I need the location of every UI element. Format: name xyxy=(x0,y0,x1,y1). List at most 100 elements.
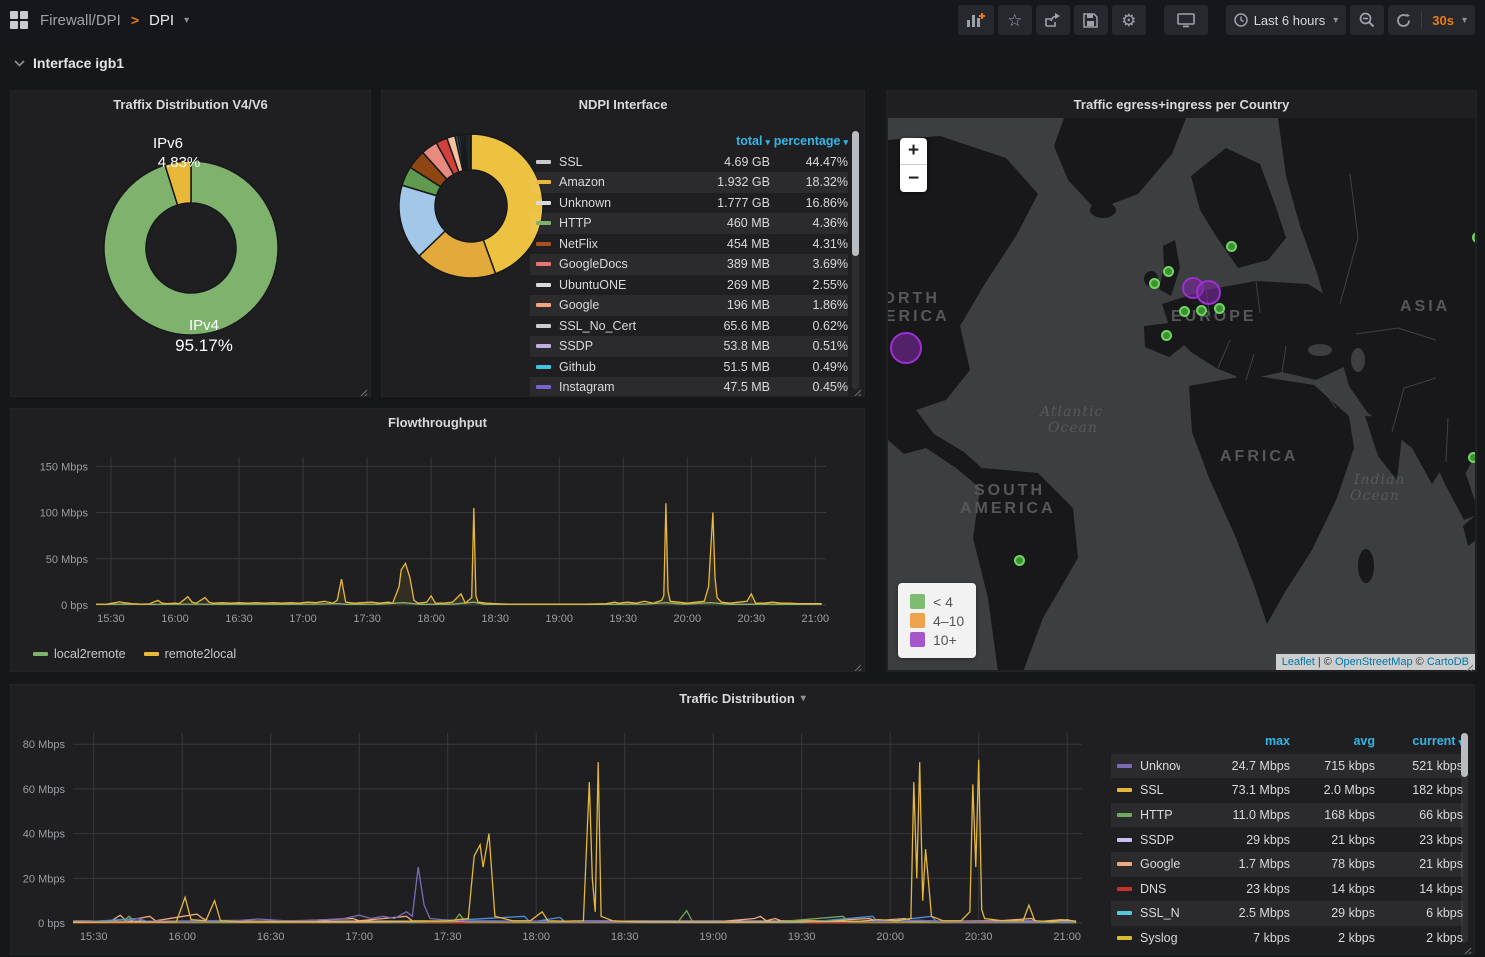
breadcrumb-folder[interactable]: Firewall/DPI xyxy=(40,11,121,29)
table-row-Instagram[interactable]: Instagram 47.5 MB 0.45% xyxy=(530,377,848,396)
legend-swatch xyxy=(910,613,925,628)
attribution-link[interactable]: OpenStreetMap xyxy=(1334,656,1413,668)
chevron-down-icon[interactable]: ▾ xyxy=(184,14,190,26)
table-row-Google[interactable]: Google 1.7 Mbps 78 kbps 21 kbps xyxy=(1111,851,1463,877)
map-label: Ocean xyxy=(1350,488,1400,504)
v4v6-donut-chart[interactable] xyxy=(96,153,286,348)
table-row-UbuntuONE[interactable]: UbuntuONE 269 MB 2.55% xyxy=(530,275,848,296)
map-marker-purple[interactable] xyxy=(890,332,922,364)
table-row-SSL_No_Cert[interactable]: SSL_No_Cert 65.6 MB 0.62% xyxy=(530,316,848,337)
pie-slice-SSL[interactable] xyxy=(470,133,544,275)
dashboards-grid-icon[interactable] xyxy=(10,11,28,29)
legend-item-local2remote[interactable]: local2remote xyxy=(33,647,126,661)
map-marker-green[interactable] xyxy=(1162,265,1174,277)
table-row-SSL[interactable]: SSL 73.1 Mbps 2.0 Mbps 182 kbps xyxy=(1111,778,1463,803)
x-axis-tick: 19:00 xyxy=(545,613,573,625)
scrollbar-thumb[interactable] xyxy=(1461,733,1468,777)
panel-resize-handle[interactable] xyxy=(359,385,368,396)
map-marker-green[interactable] xyxy=(1178,305,1190,317)
table-row-HTTP[interactable]: HTTP 11.0 Mbps 168 kbps 66 kbps xyxy=(1111,802,1463,828)
table-row-SSL[interactable]: SSL 4.69 GB 44.47% xyxy=(530,152,848,173)
scrollbar[interactable] xyxy=(852,131,859,389)
table-row-Github[interactable]: Github 51.5 MB 0.49% xyxy=(530,357,848,378)
table-row-Unknown[interactable]: Unknown 1.777 GB 16.86% xyxy=(530,193,848,214)
tv-mode-button[interactable] xyxy=(1163,5,1208,35)
scrollbar[interactable] xyxy=(1461,733,1468,943)
map-marker-green[interactable] xyxy=(1467,451,1475,463)
table-row-GoogleDocs[interactable]: GoogleDocs 389 MB 3.69% xyxy=(530,254,848,275)
share-button[interactable] xyxy=(1035,5,1070,35)
x-axis-tick: 20:00 xyxy=(876,931,904,943)
series-SSL xyxy=(72,759,1077,923)
attribution-link[interactable]: Leaflet xyxy=(1281,656,1315,668)
panel-title[interactable]: Traffix Distribution V4/V6 xyxy=(113,96,268,112)
panel-resize-handle[interactable] xyxy=(853,385,862,396)
table-row-SSDP[interactable]: SSDP 53.8 MB 0.51% xyxy=(530,336,848,357)
table-row-SSDP[interactable]: SSDP 29 kbps 21 kbps 23 kbps xyxy=(1111,827,1463,852)
zoom-out-button[interactable]: − xyxy=(907,167,920,189)
settings-button[interactable]: ⚙ xyxy=(1111,5,1146,35)
x-axis-tick: 16:30 xyxy=(225,613,253,625)
breadcrumb-dashboard[interactable]: DPI xyxy=(149,11,175,29)
table-row-Syslog[interactable]: Syslog 7 kbps 2 kbps 2 kbps xyxy=(1111,926,1463,951)
table-row-Google[interactable]: Google 196 MB 1.86% xyxy=(530,295,848,316)
x-axis-tick: 19:30 xyxy=(788,931,816,943)
refresh-picker[interactable]: 30s ▾ xyxy=(1388,5,1475,35)
map-legend-item: 10+ xyxy=(910,630,964,649)
map-marker-green[interactable] xyxy=(1225,240,1237,252)
dashboard-row-toggle[interactable]: Interface igb1 xyxy=(14,50,124,76)
series-local2remote xyxy=(95,601,822,606)
world-map[interactable]: NORTHAMERICAEUROPEASIAAFRICASOUTHAMERICA… xyxy=(888,118,1475,670)
panel-resize-handle[interactable] xyxy=(853,660,862,671)
map-marker-green[interactable] xyxy=(1148,277,1160,289)
ndpi-donut-chart[interactable] xyxy=(396,131,546,286)
x-axis-tick: 18:30 xyxy=(611,931,639,943)
column-header-current[interactable]: current▾ xyxy=(1375,734,1463,748)
y-axis-tick: 0 bps xyxy=(38,918,65,930)
sort-caret-icon: ▾ xyxy=(765,137,770,148)
zoom-in-button[interactable]: + xyxy=(900,138,927,165)
pie-slice-IPv6[interactable] xyxy=(164,160,192,206)
refresh-icon xyxy=(1397,13,1411,27)
save-button[interactable] xyxy=(1073,5,1108,35)
map-marker-green[interactable] xyxy=(1013,554,1025,566)
map-marker-green[interactable] xyxy=(1195,304,1207,316)
table-row-Amazon[interactable]: Amazon 1.932 GB 18.32% xyxy=(530,172,848,193)
map-marker-green[interactable] xyxy=(1160,329,1172,341)
pie-slice-IPv4[interactable] xyxy=(103,160,279,336)
panel-resize-handle[interactable] xyxy=(1463,943,1472,954)
pie-label-ipv4: IPv4 xyxy=(188,317,220,334)
table-row-HTTP[interactable]: HTTP 460 MB 4.36% xyxy=(530,213,848,234)
legend-item-remote2local[interactable]: remote2local xyxy=(143,647,236,661)
flowthroughput-chart[interactable]: 15:30 16:00 16:30 17:00 17:30 18:00 18:30 19:00… xyxy=(11,435,864,641)
time-range-picker[interactable]: Last 6 hours ▾ xyxy=(1225,5,1347,35)
pie-slice-others[interactable] xyxy=(463,133,472,171)
x-axis-tick: 16:30 xyxy=(257,931,285,943)
column-header-avg[interactable]: avg xyxy=(1353,734,1375,749)
panel-title[interactable]: NDPI Interface xyxy=(578,96,668,112)
panel-title[interactable]: Flowthroughput xyxy=(388,414,487,430)
y-axis-tick: 60 Mbps xyxy=(23,784,66,796)
x-axis-tick: 21:00 xyxy=(802,613,830,625)
table-row-NetFlix[interactable]: NetFlix 454 MB 4.31% xyxy=(530,234,848,255)
scrollbar-thumb[interactable] xyxy=(852,131,859,256)
zoom-out-button[interactable] xyxy=(1350,5,1385,35)
column-header-max[interactable]: max xyxy=(1264,734,1290,749)
map-marker-purple[interactable] xyxy=(1195,279,1221,305)
star-button[interactable]: ☆ xyxy=(997,5,1032,35)
map-marker-green[interactable] xyxy=(1471,231,1475,243)
panel-title[interactable]: Traffic Distribution ▾ xyxy=(679,690,806,706)
traffic-distribution-chart[interactable]: 15:30 16:00 16:30 17:00 17:30 18:00 18:30 19:00… xyxy=(11,711,1096,953)
pie-value-ipv6: 4.83% xyxy=(157,154,201,171)
map-marker-green[interactable] xyxy=(1213,302,1225,314)
series-color-dash xyxy=(1117,837,1132,842)
column-header-percentage[interactable]: percentage ▾ xyxy=(773,134,848,149)
attribution-link[interactable]: CartoDB xyxy=(1426,656,1469,668)
panel-title[interactable]: Traffic egress+ingress per Country xyxy=(1073,96,1290,112)
column-header-total[interactable]: total ▾ xyxy=(736,134,770,149)
add-panel-button[interactable] xyxy=(957,5,994,35)
panel-resize-handle[interactable] xyxy=(1465,660,1474,671)
table-row-DNS[interactable]: DNS 23 kbps 14 kbps 14 kbps xyxy=(1111,877,1463,902)
